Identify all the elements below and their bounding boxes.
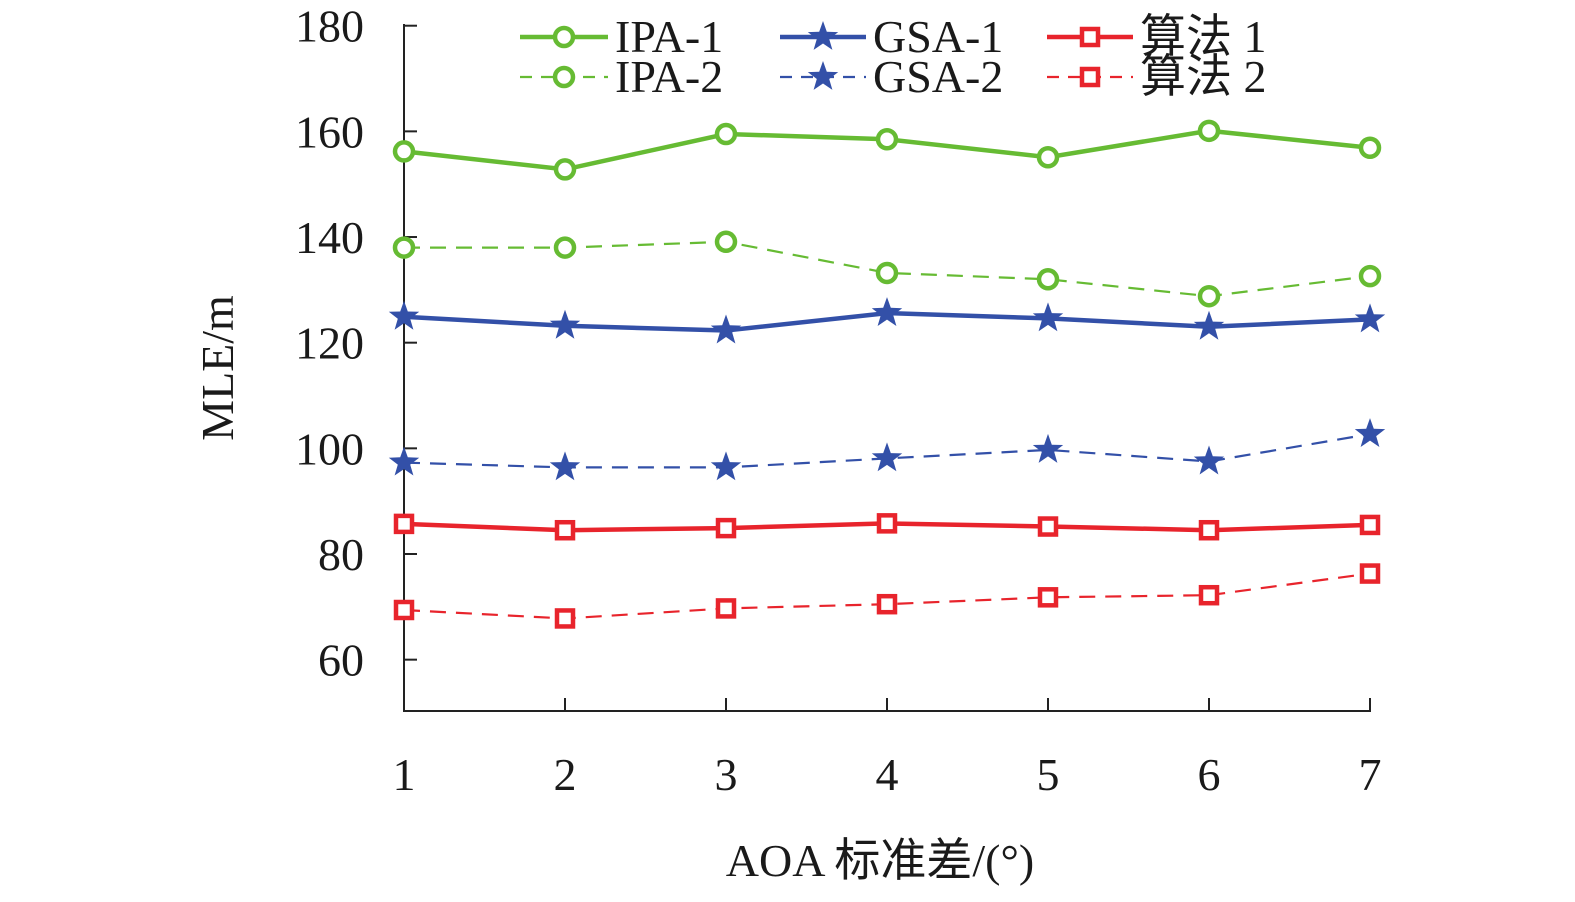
series-4 xyxy=(388,418,1386,481)
data-point-star xyxy=(549,309,581,339)
legend: IPA-1 GSA-1 算法 1 IPA-2 GSA-2 算法 2 xyxy=(520,11,1267,102)
y-tick-label: 160 xyxy=(295,106,364,157)
y-tick-label: 60 xyxy=(318,635,364,686)
legend-label: GSA-1 xyxy=(873,11,1003,62)
series-2 xyxy=(393,513,1381,541)
data-point-square xyxy=(876,593,898,615)
data-point-star xyxy=(871,442,903,472)
data-point-square xyxy=(1359,563,1381,584)
data-point-circle xyxy=(1358,136,1382,159)
y-tick-label: 120 xyxy=(295,318,364,369)
data-point-star xyxy=(1354,418,1386,447)
legend-marker-circle xyxy=(552,25,576,49)
data-point-circle xyxy=(1197,119,1221,143)
x-tick-label: 6 xyxy=(1198,749,1221,800)
legend-label: IPA-2 xyxy=(615,51,723,102)
x-tick-label: 4 xyxy=(876,749,899,800)
x-tick-label: 5 xyxy=(1037,749,1060,800)
data-point-star xyxy=(1193,445,1225,475)
data-point-square xyxy=(1198,519,1220,541)
x-tick-label: 3 xyxy=(715,749,738,800)
data-point-star xyxy=(710,451,742,481)
data-point-circle xyxy=(392,140,416,163)
data-point-square xyxy=(1037,587,1059,608)
data-point-star xyxy=(1032,302,1064,332)
legend-item: 算法 1 xyxy=(1047,11,1267,62)
data-point-circle xyxy=(875,128,899,151)
data-point-square xyxy=(1037,516,1059,537)
legend-label: IPA-1 xyxy=(615,11,723,62)
legend-marker-square xyxy=(1079,66,1101,88)
data-point-star xyxy=(1193,310,1225,340)
legend-item: GSA-1 xyxy=(780,11,1003,62)
legend-label: 算法 2 xyxy=(1140,51,1267,102)
data-point-square xyxy=(1359,514,1381,536)
legend-item: 算法 2 xyxy=(1047,51,1267,102)
data-point-circle xyxy=(1197,284,1221,308)
data-point-square xyxy=(393,599,415,621)
data-point-star xyxy=(710,314,742,344)
data-point-circle xyxy=(392,236,416,259)
x-ticks: 1 2 3 4 5 6 7 xyxy=(393,698,1382,800)
x-tick-label: 7 xyxy=(1359,749,1382,800)
data-point-square xyxy=(876,513,898,534)
data-point-square xyxy=(554,519,576,541)
series-3 xyxy=(392,230,1382,308)
data-point-circle xyxy=(1036,145,1060,169)
legend-item: IPA-1 xyxy=(520,11,723,62)
x-axis-title: AOA 标准差/(°) xyxy=(726,835,1034,886)
data-point-star xyxy=(1032,433,1064,463)
data-point-star xyxy=(1354,303,1386,333)
data-point-circle xyxy=(1036,268,1060,291)
y-ticks: 60 80 100 120 140 160 180 xyxy=(295,1,417,686)
data-point-circle xyxy=(714,230,738,254)
series-1 xyxy=(388,297,1386,344)
data-point-circle xyxy=(553,158,577,181)
y-tick-label: 140 xyxy=(295,212,364,263)
data-point-circle xyxy=(875,261,899,285)
data-point-square xyxy=(715,598,737,619)
data-point-square xyxy=(554,608,576,629)
y-tick-label: 80 xyxy=(318,529,364,580)
data-point-circle xyxy=(714,122,738,146)
legend-label: 算法 1 xyxy=(1140,11,1267,62)
data-point-circle xyxy=(553,236,577,259)
x-tick-label: 2 xyxy=(554,749,577,800)
data-point-square xyxy=(715,517,737,539)
legend-item: IPA-2 xyxy=(520,51,723,102)
y-tick-label: 180 xyxy=(295,1,364,52)
legend-marker-star xyxy=(807,21,839,50)
data-point-square xyxy=(393,513,415,535)
data-point-square xyxy=(1198,584,1220,606)
legend-item: GSA-2 xyxy=(780,51,1003,102)
data-point-star xyxy=(871,297,903,326)
data-point-star xyxy=(549,451,581,481)
series-5 xyxy=(393,563,1381,629)
y-axis-title: MLE/m xyxy=(192,295,243,441)
data-point-star xyxy=(388,300,420,330)
x-tick-label: 1 xyxy=(393,749,416,800)
data-point-star xyxy=(388,446,420,476)
data-point-circle xyxy=(1358,264,1382,288)
y-tick-label: 100 xyxy=(295,423,364,474)
legend-label: GSA-2 xyxy=(873,51,1003,102)
series-layer xyxy=(388,119,1386,629)
legend-marker-square xyxy=(1079,26,1101,48)
legend-marker-star xyxy=(807,61,839,90)
legend-marker-circle xyxy=(552,65,576,89)
series-0 xyxy=(392,119,1382,181)
